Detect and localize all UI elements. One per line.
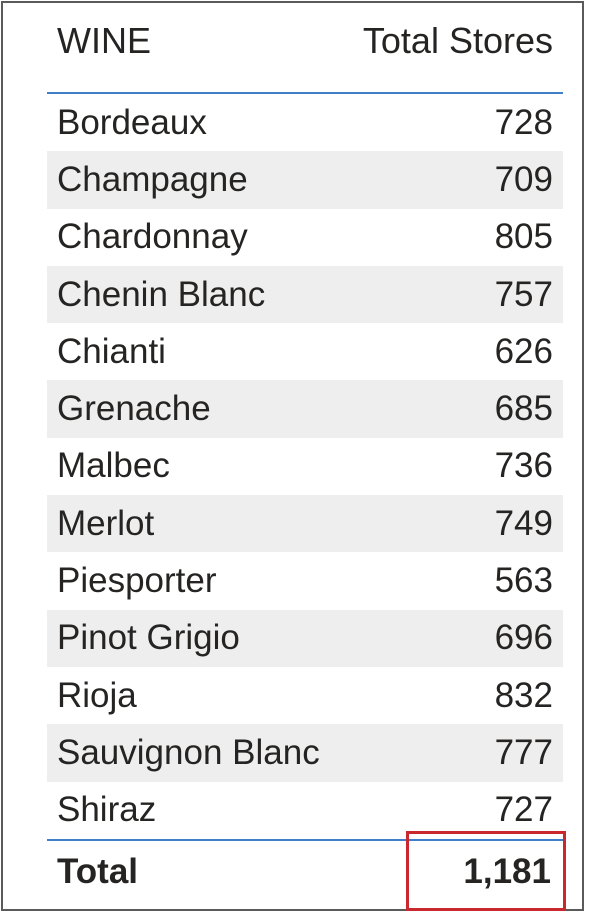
table-total-row[interactable]: Total 1,181 <box>47 830 566 911</box>
total-stores-cell: 805 <box>494 217 553 257</box>
wine-name-cell: Bordeaux <box>57 102 207 142</box>
total-highlight-box <box>406 830 566 911</box>
wine-name-cell: Chianti <box>57 331 166 371</box>
table-row[interactable]: Bordeaux 728 <box>47 94 563 151</box>
total-stores-cell: 832 <box>494 675 553 715</box>
wine-name-cell: Piesporter <box>57 561 217 601</box>
wine-name-cell: Chardonnay <box>57 217 248 257</box>
table-visual-frame: WINE Total Stores Bordeaux 728 Champagne… <box>1 1 584 911</box>
table-row[interactable]: Malbec 736 <box>47 438 563 495</box>
wine-name-cell: Chenin Blanc <box>57 274 266 314</box>
total-label: Total <box>57 852 139 892</box>
total-stores-value: 1,181 <box>463 852 551 892</box>
wine-name-cell: Champagne <box>57 159 248 199</box>
table-row[interactable]: Chianti 626 <box>47 323 563 380</box>
total-stores-cell: 696 <box>494 618 553 658</box>
table-body: Bordeaux 728 Champagne 709 Chardonnay 80… <box>47 94 563 839</box>
total-stores-cell: 727 <box>494 790 553 830</box>
column-header-wine[interactable]: WINE <box>57 20 151 61</box>
wine-name-cell: Malbec <box>57 446 170 486</box>
wine-name-cell: Rioja <box>57 675 137 715</box>
table-header: WINE Total Stores <box>47 3 563 94</box>
table-row[interactable]: Sauvignon Blanc 777 <box>47 724 563 782</box>
total-stores-cell: 757 <box>494 274 553 314</box>
total-stores-cell: 626 <box>494 331 553 371</box>
column-header-total-stores[interactable]: Total Stores <box>362 20 553 61</box>
total-stores-cell: 728 <box>494 102 553 142</box>
wine-name-cell: Sauvignon Blanc <box>57 732 320 772</box>
total-stores-cell: 563 <box>494 561 553 601</box>
total-stores-cell: 685 <box>494 389 553 429</box>
table-row[interactable]: Grenache 685 <box>47 380 563 438</box>
table-row[interactable]: Pinot Grigio 696 <box>47 609 563 667</box>
wine-name-cell: Shiraz <box>57 790 157 830</box>
total-stores-cell: 777 <box>494 732 553 772</box>
table-row[interactable]: Rioja 832 <box>47 667 563 724</box>
wine-name-cell: Grenache <box>57 389 211 429</box>
wine-name-cell: Pinot Grigio <box>57 618 240 658</box>
total-stores-cell: 736 <box>494 446 553 486</box>
table-row[interactable]: Piesporter 563 <box>47 552 563 609</box>
table-row[interactable]: Chenin Blanc 757 <box>47 265 563 324</box>
wine-stores-table: WINE Total Stores Bordeaux 728 Champagne… <box>47 3 566 911</box>
table-row[interactable]: Shiraz 727 <box>47 782 563 839</box>
total-stores-cell: 749 <box>494 503 553 543</box>
table-row[interactable]: Merlot 749 <box>47 495 563 553</box>
total-stores-cell: 709 <box>494 159 553 199</box>
table-row[interactable]: Chardonnay 805 <box>47 209 563 266</box>
table-row[interactable]: Champagne 709 <box>47 151 563 209</box>
wine-name-cell: Merlot <box>57 503 155 543</box>
